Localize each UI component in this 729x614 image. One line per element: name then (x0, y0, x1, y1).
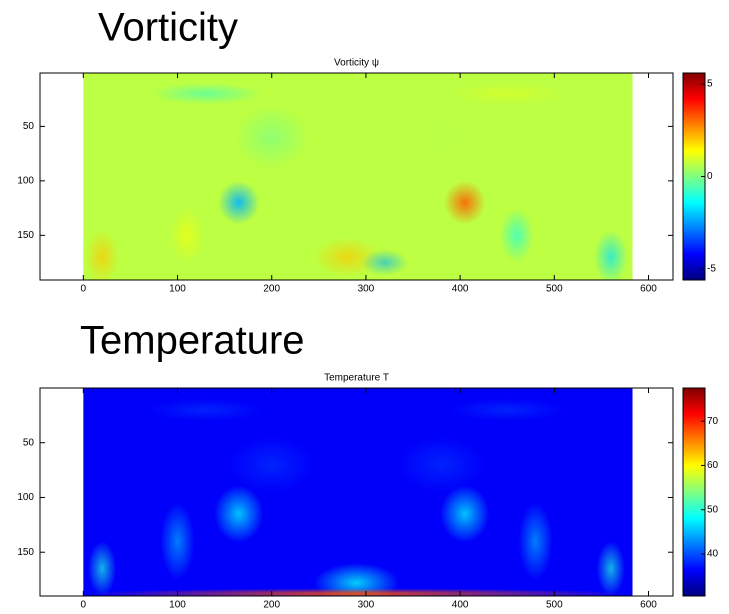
colorbar-tick-label: 5 (707, 79, 713, 90)
colorbar-tick-label: 50 (707, 504, 719, 515)
field-feature (149, 82, 263, 105)
colorbar-tick-label: 70 (707, 416, 719, 427)
field-feature (234, 104, 310, 170)
x-tick-label: 500 (546, 600, 563, 611)
field-feature (450, 82, 564, 105)
field-feature (440, 485, 490, 543)
field-feature (85, 229, 120, 280)
y-tick-label: 150 (17, 547, 34, 558)
x-tick-label: 100 (169, 600, 186, 611)
field-feature (596, 541, 625, 596)
x-tick-label: 0 (81, 284, 87, 295)
y-tick-label: 50 (23, 121, 35, 132)
heatmap-field (83, 398, 630, 596)
x-tick-label: 100 (169, 284, 186, 295)
x-tick-label: 200 (263, 284, 280, 295)
heatmap-field (85, 82, 628, 280)
x-tick-label: 600 (640, 284, 657, 295)
colorbar-tick-label: -5 (707, 264, 716, 275)
field-feature (403, 104, 479, 170)
chart-title: Temperature T (324, 373, 389, 384)
colorbar (682, 387, 706, 597)
y-tick-label: 100 (17, 492, 34, 503)
field-feature (160, 502, 195, 580)
field-feature (229, 437, 315, 493)
x-tick-label: 300 (358, 284, 375, 295)
x-tick-label: 200 (263, 600, 280, 611)
field-feature (518, 502, 553, 580)
field-feature (314, 563, 399, 596)
panel-heading: Temperature (80, 319, 305, 363)
field-feature (218, 180, 260, 225)
y-tick-label: 100 (17, 175, 34, 186)
field-feature (499, 208, 534, 263)
x-tick-label: 300 (358, 600, 375, 611)
field-feature (169, 208, 204, 263)
colorbar-tick-label: 0 (707, 171, 713, 182)
axes-box (39, 387, 674, 597)
field-feature (88, 541, 117, 596)
x-tick-label: 0 (81, 600, 87, 611)
chart-title: Vorticity ψ (334, 58, 379, 69)
y-tick-label: 150 (17, 230, 34, 241)
field-feature (149, 398, 263, 421)
x-tick-label: 600 (640, 600, 657, 611)
colorbar-tick-label: 40 (707, 549, 719, 560)
field-feature (83, 588, 630, 596)
field-feature (444, 180, 486, 225)
colorbar-tick-label: 60 (707, 460, 719, 471)
x-tick-label: 400 (452, 600, 469, 611)
axes-box (39, 72, 674, 281)
field-feature (361, 249, 409, 276)
field-feature (593, 229, 628, 280)
field-feature (398, 437, 484, 493)
x-tick-label: 500 (546, 284, 563, 295)
field-feature (450, 398, 564, 421)
field-feature (214, 485, 264, 543)
y-tick-label: 50 (23, 437, 35, 448)
panel-heading: Vorticity (98, 6, 238, 50)
x-tick-label: 400 (452, 284, 469, 295)
